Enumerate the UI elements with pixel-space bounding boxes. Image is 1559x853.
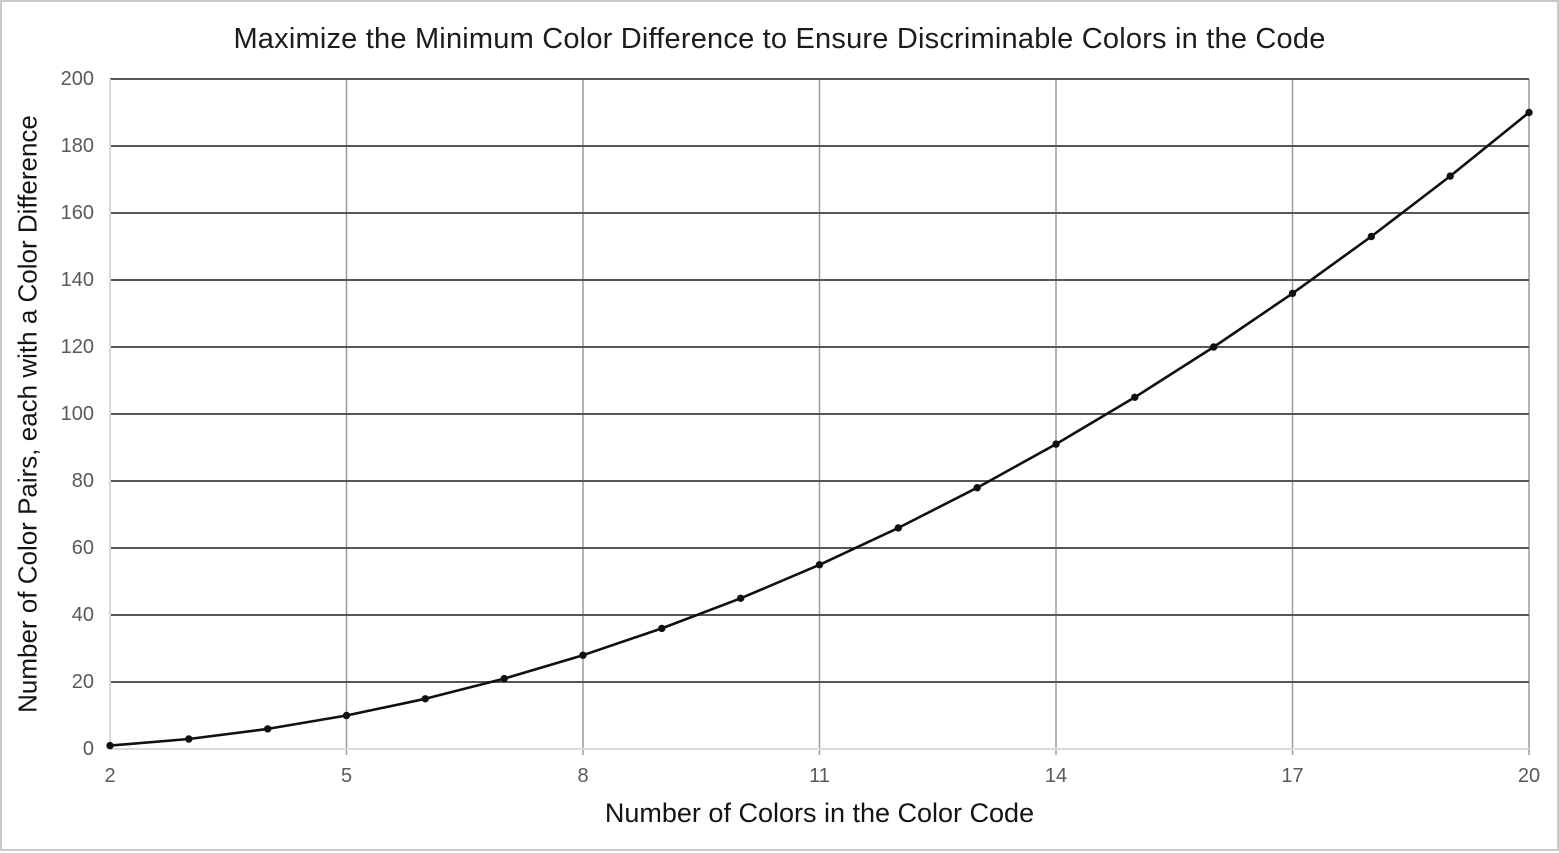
y-tick-label: 100 [60,403,94,425]
data-point-marker [500,674,508,683]
x-tick-label: 8 [577,765,589,787]
data-point-marker [973,484,981,492]
data-point-marker [815,561,824,569]
y-tick-label: 120 [60,336,94,358]
y-tick-label: 80 [71,470,94,492]
y-tick-label: 0 [82,738,94,760]
y-tick-label: 200 [60,68,94,90]
data-point-marker [1525,108,1533,117]
data-point-marker [264,725,272,733]
data-point-marker [1210,343,1218,351]
x-tick-label: 14 [1044,765,1068,787]
data-point-marker [106,741,114,750]
chart-title: Maximize the Minimum Color Difference to… [233,23,1326,55]
data-point-marker [342,711,351,720]
x-tick-label: 11 [809,765,830,787]
data-point-marker [185,735,193,743]
data-point-marker [1367,232,1376,241]
data-point-marker [579,651,587,659]
x-axis-title: Number of Colors in the Color Code [604,798,1035,828]
y-tick-label: 140 [60,269,94,291]
data-point-marker [1446,172,1454,180]
x-tick-label: 2 [104,765,116,787]
data-point-marker [658,624,666,633]
x-tick-label: 20 [1517,765,1541,787]
data-point-marker [421,695,429,703]
y-tick-label: 60 [71,537,94,559]
data-point-marker [1052,440,1060,448]
x-tick-label: 5 [340,765,353,787]
data-point-marker [1131,393,1139,401]
data-point-marker [1288,289,1297,298]
x-tick-label: 17 [1281,765,1304,787]
data-point-marker [737,594,745,602]
y-tick-label: 20 [71,671,94,693]
y-tick-label: 40 [71,604,94,626]
y-tick-label: 180 [60,135,94,157]
y-tick-label: 160 [60,202,94,224]
data-point-marker [894,524,902,532]
